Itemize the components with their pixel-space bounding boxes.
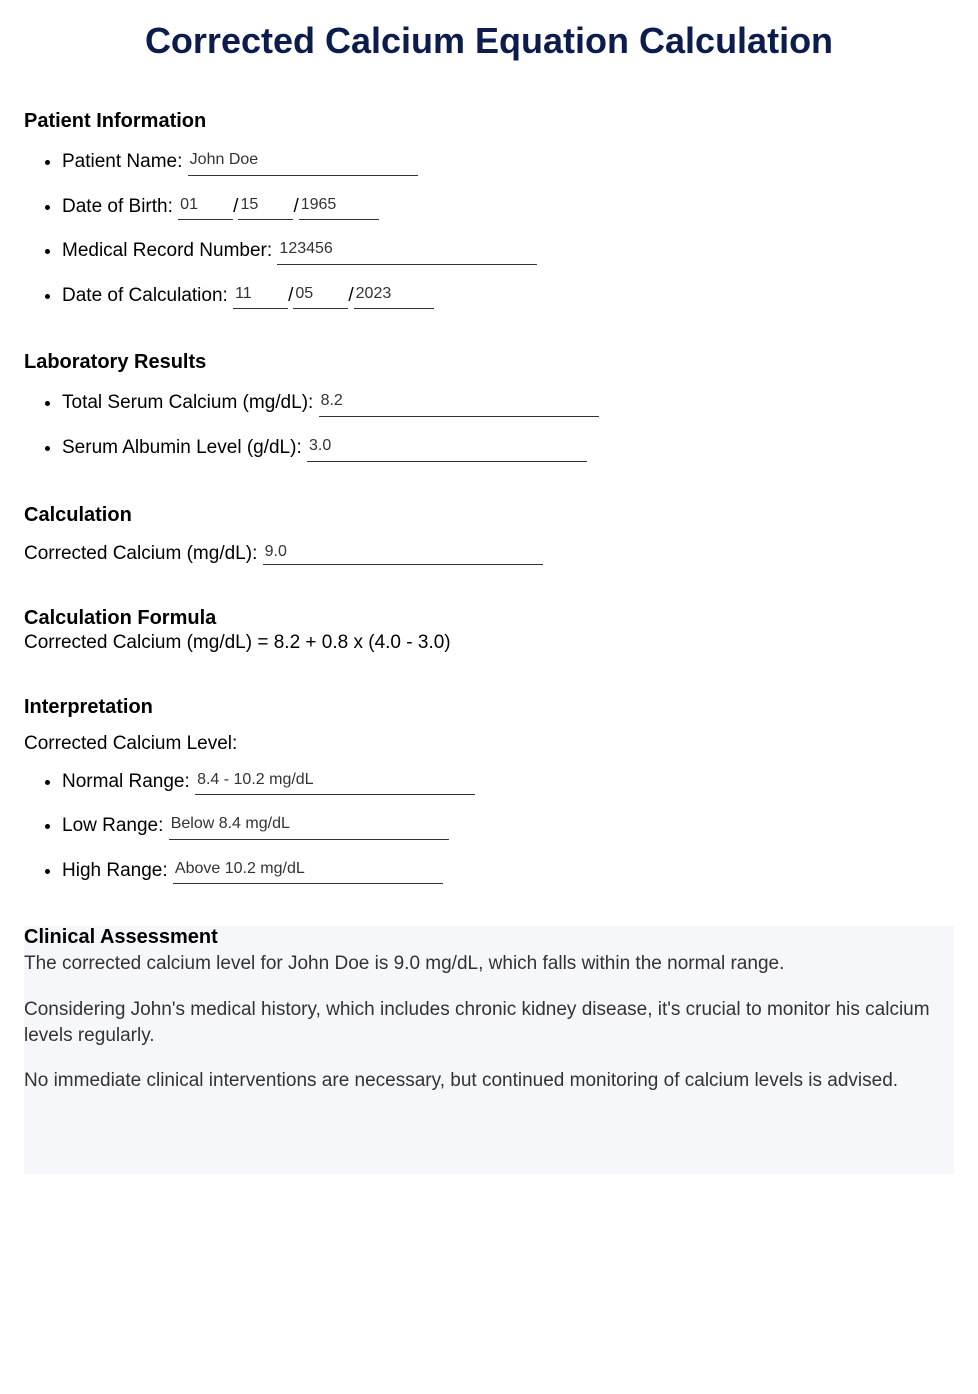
calculation-section: Calculation Corrected Calcium (mg/dL): 9… [24, 504, 954, 565]
list-item: Medical Record Number: 123456 [62, 236, 954, 265]
list-item: Low Range: Below 8.4 mg/dL [62, 811, 954, 840]
total-calcium-label: Total Serum Calcium (mg/dL): [62, 392, 319, 413]
calc-year-value: 2023 [356, 285, 392, 302]
calc-date-label: Date of Calculation: [62, 285, 233, 306]
calculation-heading: Calculation [24, 504, 954, 527]
list-item: Date of Birth: 01/15/1965 [62, 192, 954, 221]
dob-day-value: 15 [240, 196, 258, 213]
corrected-calcium-value: 9.0 [265, 543, 287, 560]
albumin-label: Serum Albumin Level (g/dL): [62, 437, 307, 458]
high-range-value: Above 10.2 mg/dL [175, 860, 305, 877]
formula-section: Calculation Formula Corrected Calcium (m… [24, 607, 954, 654]
albumin-value: 3.0 [309, 437, 331, 454]
total-calcium-value: 8.2 [321, 392, 343, 409]
interpretation-intro: Corrected Calcium Level: [24, 733, 954, 755]
dob-month-field[interactable]: 01 [178, 192, 233, 221]
normal-range-field: 8.4 - 10.2 mg/dL [195, 767, 475, 796]
assessment-para-2: Considering John's medical history, whic… [24, 997, 954, 1048]
lab-results-section: Laboratory Results Total Serum Calcium (… [24, 351, 954, 461]
formula-heading: Calculation Formula [24, 607, 954, 630]
patient-name-label: Patient Name: [62, 151, 188, 172]
list-item: Normal Range: 8.4 - 10.2 mg/dL [62, 767, 954, 796]
dob-day-field[interactable]: 15 [238, 192, 293, 221]
assessment-para-1: The corrected calcium level for John Doe… [24, 951, 954, 977]
mrn-label: Medical Record Number: [62, 240, 277, 261]
assessment-para-3: No immediate clinical interventions are … [24, 1068, 954, 1094]
patient-info-section: Patient Information Patient Name: John D… [24, 110, 954, 309]
corrected-calcium-label: Corrected Calcium (mg/dL): [24, 543, 263, 564]
calc-year-field[interactable]: 2023 [354, 281, 434, 310]
interpretation-heading: Interpretation [24, 696, 954, 719]
list-item: Total Serum Calcium (mg/dL): 8.2 [62, 388, 954, 417]
albumin-field[interactable]: 3.0 [307, 433, 587, 462]
dob-label: Date of Birth: [62, 196, 178, 217]
formula-text: Corrected Calcium (mg/dL) = 8.2 + 0.8 x … [24, 632, 954, 654]
patient-name-value: John Doe [190, 151, 259, 168]
patient-info-heading: Patient Information [24, 110, 954, 133]
list-item: Date of Calculation: 11/05/2023 [62, 281, 954, 310]
low-range-label: Low Range: [62, 815, 169, 836]
patient-name-field[interactable]: John Doe [188, 147, 418, 176]
list-item: Serum Albumin Level (g/dL): 3.0 [62, 433, 954, 462]
calc-month-value: 11 [235, 285, 252, 302]
corrected-calcium-field[interactable]: 9.0 [263, 541, 543, 565]
high-range-field: Above 10.2 mg/dL [173, 856, 443, 885]
dob-month-value: 01 [180, 196, 198, 213]
total-calcium-field[interactable]: 8.2 [319, 388, 599, 417]
calc-day-field[interactable]: 05 [293, 281, 348, 310]
interpretation-section: Interpretation Corrected Calcium Level: … [24, 696, 954, 885]
low-range-field: Below 8.4 mg/dL [169, 811, 449, 840]
dob-year-value: 1965 [301, 196, 337, 213]
list-item: Patient Name: John Doe [62, 147, 954, 176]
dob-year-field[interactable]: 1965 [299, 192, 379, 221]
mrn-value: 123456 [279, 240, 332, 257]
mrn-field[interactable]: 123456 [277, 236, 537, 265]
calc-day-value: 05 [295, 285, 313, 302]
normal-range-label: Normal Range: [62, 771, 195, 792]
normal-range-value: 8.4 - 10.2 mg/dL [197, 771, 314, 788]
assessment-section: Clinical Assessment The corrected calciu… [24, 926, 954, 1174]
page-title: Corrected Calcium Equation Calculation [24, 20, 954, 62]
low-range-value: Below 8.4 mg/dL [171, 815, 290, 832]
list-item: High Range: Above 10.2 mg/dL [62, 856, 954, 885]
assessment-heading: Clinical Assessment [24, 926, 954, 949]
high-range-label: High Range: [62, 860, 173, 881]
calc-month-field[interactable]: 11 [233, 281, 288, 310]
lab-results-heading: Laboratory Results [24, 351, 954, 374]
